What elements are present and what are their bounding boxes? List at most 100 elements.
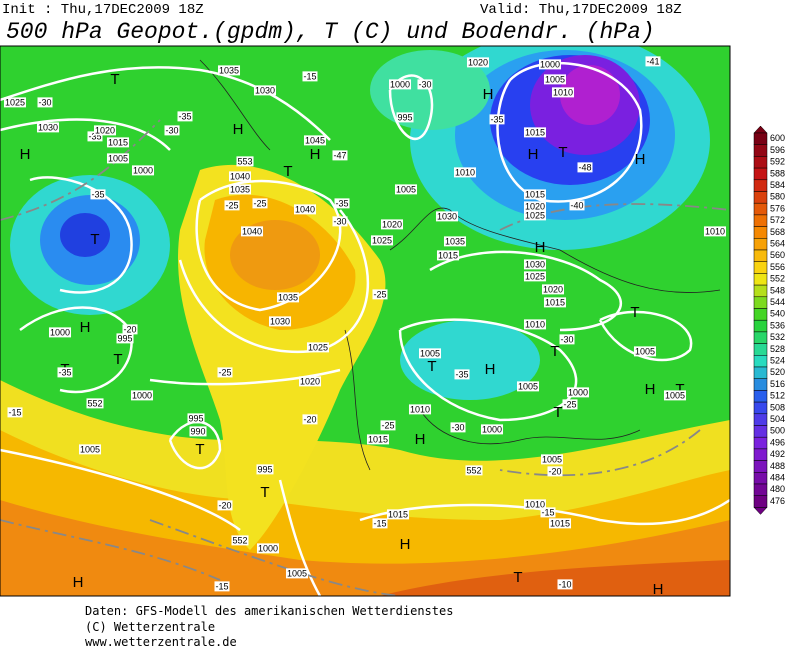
colorbar-swatch bbox=[753, 390, 768, 403]
contour-label: 1040 bbox=[295, 204, 315, 214]
colorbar-label: 556 bbox=[770, 262, 785, 272]
pressure-center: T bbox=[675, 381, 684, 398]
contour-label-box bbox=[480, 424, 504, 435]
contour-label-box bbox=[214, 581, 230, 592]
colorbar-swatch bbox=[753, 144, 768, 157]
contour-label: -20 bbox=[303, 414, 316, 424]
pressure-center: H bbox=[535, 239, 546, 256]
contour-label: 1000 bbox=[50, 327, 70, 337]
colorbar-label: 512 bbox=[770, 391, 785, 401]
colorbar-swatch bbox=[753, 284, 768, 298]
contour-label: 1030 bbox=[38, 122, 58, 132]
coastline bbox=[199, 59, 721, 471]
colorbar-label: 488 bbox=[770, 461, 785, 471]
colorbar-swatch bbox=[753, 273, 768, 286]
contour-label: -15 bbox=[215, 581, 228, 591]
contour-label-box bbox=[332, 150, 348, 161]
colorbar-label: 480 bbox=[770, 484, 785, 494]
colorbar-label: 572 bbox=[770, 215, 785, 225]
pressure-center: T bbox=[260, 484, 269, 501]
contour-label: 1025 bbox=[308, 342, 328, 352]
contour-label-box bbox=[78, 444, 102, 455]
contour-label: -35 bbox=[490, 114, 503, 124]
map-title: 500 hPa Geopot.(gpdm), T (C) und Bodendr… bbox=[6, 19, 655, 45]
contour-label: -25 bbox=[225, 200, 238, 210]
pressure-center: T bbox=[113, 351, 122, 368]
contour-label: 1000 bbox=[390, 79, 410, 89]
colorbar-label: 600 bbox=[770, 133, 785, 143]
contour-label: 1010 bbox=[525, 499, 545, 509]
colorbar-label: 588 bbox=[770, 168, 785, 178]
contour-label: 1035 bbox=[445, 236, 465, 246]
contour-label-box bbox=[253, 85, 277, 96]
contour-label: 552 bbox=[466, 465, 481, 475]
contour-label: 1005 bbox=[396, 184, 416, 194]
contour-label-box bbox=[453, 167, 477, 178]
colorbar-swatch bbox=[753, 238, 768, 251]
contour-label: 1010 bbox=[525, 319, 545, 329]
contour-label-box bbox=[177, 111, 193, 122]
contour-label: -35 bbox=[178, 111, 191, 121]
contour-label: 552 bbox=[87, 398, 102, 408]
cold-area bbox=[400, 320, 540, 400]
cold-area bbox=[60, 213, 110, 257]
contour-label-box bbox=[523, 201, 547, 212]
contour-label: 1005 bbox=[665, 390, 685, 400]
contour-label: 1005 bbox=[108, 153, 128, 163]
contour-label-box bbox=[164, 125, 180, 136]
colorbar-label: 508 bbox=[770, 402, 785, 412]
colorbar-swatch bbox=[753, 202, 768, 216]
colorbar-label: 580 bbox=[770, 192, 785, 202]
colorbar-swatch bbox=[753, 483, 768, 496]
contour-label: 1015 bbox=[525, 127, 545, 137]
contour-label: 1030 bbox=[270, 316, 290, 326]
contour-label: 553 bbox=[237, 156, 252, 166]
contour-label-box bbox=[187, 413, 205, 424]
contour-label-box bbox=[228, 171, 252, 182]
colorbar-swatch bbox=[753, 448, 768, 461]
contour-label: 1035 bbox=[219, 65, 239, 75]
colorbar-swatch bbox=[753, 425, 768, 438]
contour-label-box bbox=[256, 464, 274, 475]
contour-label-box bbox=[557, 579, 573, 590]
colorbar-swatch bbox=[753, 436, 768, 450]
contour-label: 1025 bbox=[525, 271, 545, 281]
contour-label-box bbox=[370, 235, 394, 246]
contour-label: -47 bbox=[333, 150, 346, 160]
pressure-center: T bbox=[427, 358, 436, 375]
contour-label: 552 bbox=[232, 535, 247, 545]
contour-label-box bbox=[489, 114, 505, 125]
contour-label: -25 bbox=[218, 367, 231, 377]
contour-label: -10 bbox=[558, 579, 571, 589]
contour-label-box bbox=[217, 367, 233, 378]
contour-label: -15 bbox=[303, 71, 316, 81]
pressure-center: T bbox=[630, 304, 639, 321]
contour-label: 1030 bbox=[525, 259, 545, 269]
contour-label: -15 bbox=[373, 518, 386, 528]
contour-label-box bbox=[523, 127, 547, 138]
contour-label-box bbox=[7, 407, 23, 418]
contour-label-box bbox=[93, 125, 117, 136]
pressure-center: H bbox=[483, 86, 494, 103]
contour-label: 1000 bbox=[258, 543, 278, 553]
contour-label-box bbox=[540, 454, 564, 465]
colorbar-label: 504 bbox=[770, 414, 785, 424]
contour-label-box bbox=[435, 211, 459, 222]
contour-label: 1005 bbox=[80, 444, 100, 454]
contour-label-box bbox=[523, 259, 547, 270]
contour-label-box bbox=[224, 200, 240, 211]
map: THHTHTHTTTTHHTHHTTTHHTHTHTHH1025-301030-… bbox=[0, 45, 731, 598]
contour-label: 1040 bbox=[230, 171, 250, 181]
contour-label: 1015 bbox=[545, 297, 565, 307]
contour-label-box bbox=[538, 59, 562, 70]
contour-label-box bbox=[293, 204, 317, 215]
colorbar: 6005965925885845805765725685645605565525… bbox=[753, 125, 785, 515]
contour-label: 1015 bbox=[368, 434, 388, 444]
colorbar-swatch bbox=[753, 472, 768, 485]
colorbar-swatch bbox=[753, 261, 768, 274]
contour-label-box bbox=[106, 153, 130, 164]
pressure-center: T bbox=[90, 231, 99, 248]
pressure-center: T bbox=[283, 163, 292, 180]
contour-label-box bbox=[450, 422, 466, 433]
init-time: Init : Thu,17DEC2009 18Z bbox=[2, 2, 204, 18]
